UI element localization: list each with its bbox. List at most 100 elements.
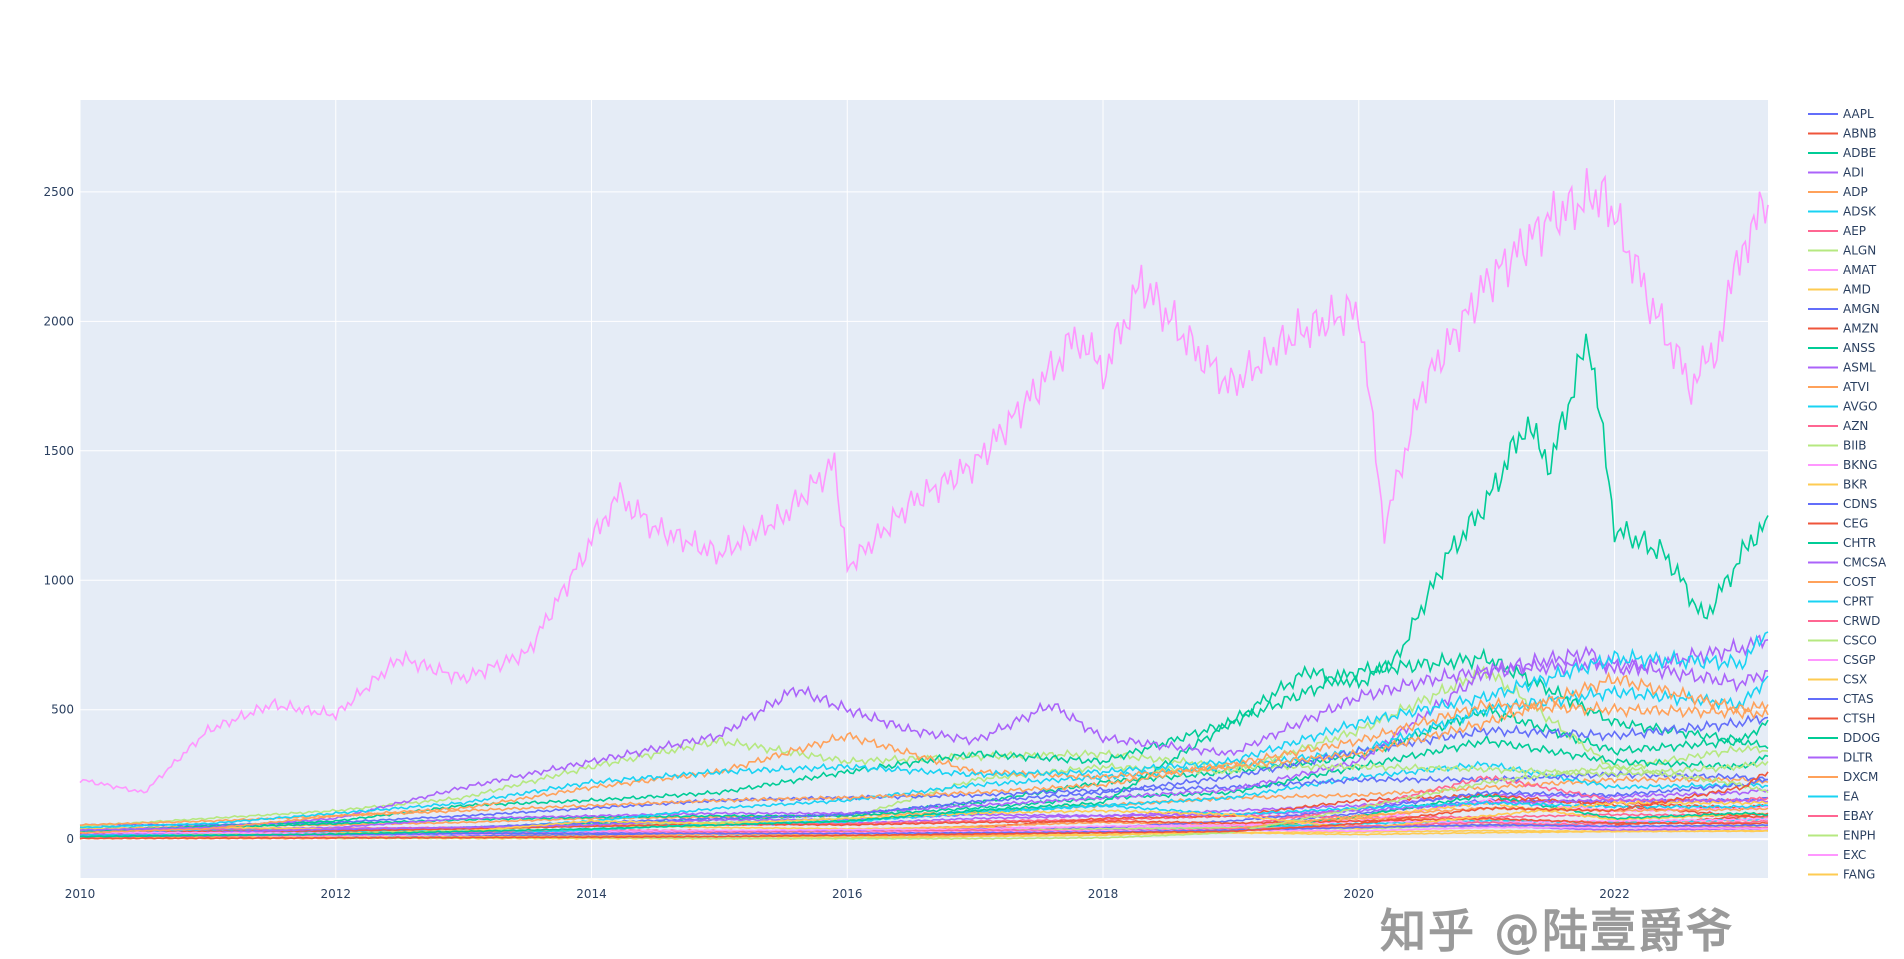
legend-label: CEG <box>1843 517 1868 531</box>
legend-label: ADI <box>1843 166 1864 180</box>
legend-label: ADP <box>1843 185 1868 199</box>
x-tick-label: 2022 <box>1599 887 1630 901</box>
axis-ticks: 0 500 1000 1500 2000 2500 2010 2012 2014 2016 2018… <box>43 185 1629 901</box>
legend-label: ANSS <box>1843 341 1875 355</box>
x-tick-label: 2020 <box>1344 887 1375 901</box>
legend-label: CPRT <box>1843 595 1874 609</box>
series-line <box>79 631 1769 829</box>
legend-item-ctsh[interactable]: CTSH <box>1808 712 1875 726</box>
series-line-cost <box>79 696 1769 826</box>
series-line-bkng <box>79 168 1769 794</box>
series-line-ddog <box>1230 793 1769 832</box>
legend-label: AMZN <box>1843 322 1879 336</box>
legend-item-adsk[interactable]: ADSK <box>1808 205 1877 219</box>
x-tick-label: 2018 <box>1088 887 1119 901</box>
legend-item-adi[interactable]: ADI <box>1808 166 1864 180</box>
legend-item-ea[interactable]: EA <box>1808 790 1860 804</box>
y-tick-label: 2500 <box>43 185 74 199</box>
legend-label: ABNB <box>1843 127 1877 141</box>
legend-label: BKNG <box>1843 458 1877 472</box>
legend-item-crwd[interactable]: CRWD <box>1808 614 1880 628</box>
legend-item-abnb[interactable]: ABNB <box>1808 127 1877 141</box>
series-line-adp <box>79 775 1769 830</box>
legend-item-amat[interactable]: AMAT <box>1808 263 1877 277</box>
series-line <box>79 671 1769 834</box>
legend-label: DXCM <box>1843 770 1878 784</box>
legend-label: AVGO <box>1843 400 1877 414</box>
legend[interactable]: AAPL ABNB ADBE ADI ADP ADSK AEP ALGN AMAT AMD AMGN… <box>1808 107 1887 882</box>
legend-item-aapl[interactable]: AAPL <box>1808 107 1874 121</box>
series-line <box>79 634 1769 832</box>
y-tick-label: 1000 <box>43 573 74 587</box>
legend-label: CTAS <box>1843 692 1874 706</box>
y-tick-label: 1500 <box>43 444 74 458</box>
legend-item-csco[interactable]: CSCO <box>1808 634 1877 648</box>
series-line-fast <box>79 823 1769 838</box>
legend-item-ctas[interactable]: CTAS <box>1808 692 1874 706</box>
legend-item-amd[interactable]: AMD <box>1808 283 1871 297</box>
legend-label: AMGN <box>1843 302 1880 316</box>
legend-item-azn[interactable]: AZN <box>1808 419 1868 433</box>
legend-label: ENPH <box>1843 829 1876 843</box>
legend-item-aep[interactable]: AEP <box>1808 224 1866 238</box>
legend-label: ADBE <box>1843 146 1876 160</box>
legend-label: CSGP <box>1843 653 1876 667</box>
y-tick-label: 500 <box>51 703 74 717</box>
legend-item-exc[interactable]: EXC <box>1808 848 1866 862</box>
series-line-ctsh <box>79 816 1769 836</box>
legend-item-cost[interactable]: COST <box>1808 575 1876 589</box>
legend-item-csx[interactable]: CSX <box>1808 673 1867 687</box>
legend-item-csgp[interactable]: CSGP <box>1808 653 1876 667</box>
legend-label: BKR <box>1843 478 1867 492</box>
series-lines <box>79 168 1769 841</box>
legend-label: CSX <box>1843 673 1867 687</box>
x-tick-label: 2016 <box>832 887 863 901</box>
legend-label: AZN <box>1843 419 1868 433</box>
legend-item-amgn[interactable]: AMGN <box>1808 302 1880 316</box>
legend-item-biib[interactable]: BIIB <box>1808 439 1867 453</box>
legend-label: CRWD <box>1843 614 1880 628</box>
legend-item-anss[interactable]: ANSS <box>1808 341 1875 355</box>
legend-label: EBAY <box>1843 809 1874 823</box>
legend-label: EXC <box>1843 848 1866 862</box>
legend-item-enph[interactable]: ENPH <box>1808 829 1876 843</box>
y-tick-label: 0 <box>66 832 74 846</box>
series-line-fang <box>335 800 1769 835</box>
legend-item-dltr[interactable]: DLTR <box>1808 751 1873 765</box>
legend-label: DLTR <box>1843 751 1873 765</box>
legend-item-ceg[interactable]: CEG <box>1808 517 1868 531</box>
legend-item-asml[interactable]: ASML <box>1808 361 1876 375</box>
legend-item-bkng[interactable]: BKNG <box>1808 458 1877 472</box>
legend-item-bkr[interactable]: BKR <box>1808 478 1867 492</box>
legend-label: AMAT <box>1843 263 1877 277</box>
plot-background <box>80 100 1768 878</box>
legend-item-cdns[interactable]: CDNS <box>1808 497 1877 511</box>
x-tick-label: 2010 <box>65 887 96 901</box>
legend-item-amzn[interactable]: AMZN <box>1808 322 1879 336</box>
legend-item-algn[interactable]: ALGN <box>1808 244 1876 258</box>
legend-label: BIIB <box>1843 439 1867 453</box>
legend-item-chtr[interactable]: CHTR <box>1808 536 1876 550</box>
legend-item-avgo[interactable]: AVGO <box>1808 400 1877 414</box>
legend-label: ASML <box>1843 361 1876 375</box>
legend-item-atvi[interactable]: ATVI <box>1808 380 1869 394</box>
legend-item-fang[interactable]: FANG <box>1808 868 1875 882</box>
watermark: 知乎 @陆壹爵爷 <box>1380 904 1735 958</box>
series-line <box>79 771 1769 840</box>
legend-label: FANG <box>1843 868 1875 882</box>
legend-label: DDOG <box>1843 731 1880 745</box>
legend-item-ebay[interactable]: EBAY <box>1808 809 1874 823</box>
legend-item-cprt[interactable]: CPRT <box>1808 595 1874 609</box>
legend-item-cmcsa[interactable]: CMCSA <box>1808 556 1887 570</box>
x-tick-label: 2012 <box>320 887 351 901</box>
x-tick-label: 2014 <box>576 887 607 901</box>
legend-item-adbe[interactable]: ADBE <box>1808 146 1876 160</box>
series-line-chtr <box>79 647 1769 833</box>
legend-item-ddog[interactable]: DDOG <box>1808 731 1880 745</box>
legend-label: AMD <box>1843 283 1871 297</box>
legend-item-adp[interactable]: ADP <box>1808 185 1868 199</box>
legend-item-dxcm[interactable]: DXCM <box>1808 770 1878 784</box>
legend-label: CTSH <box>1843 712 1875 726</box>
legend-label: CSCO <box>1843 634 1877 648</box>
